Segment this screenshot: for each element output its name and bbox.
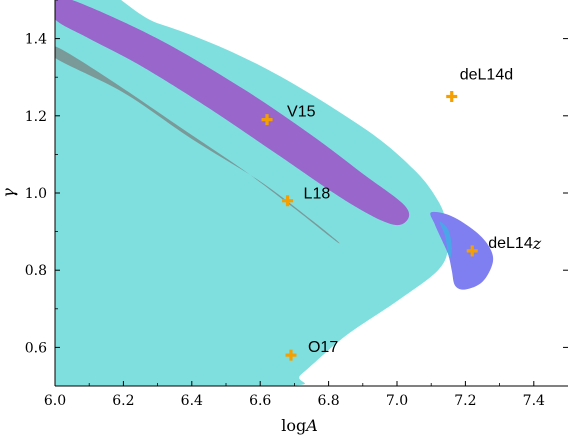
point-label-2: O17 <box>308 339 338 356</box>
y-tick-label: 1.2 <box>25 109 47 125</box>
marker-v15 <box>261 114 273 126</box>
region-overlap <box>439 221 452 259</box>
markers-layer <box>261 91 478 361</box>
x-tick-label: 7.0 <box>386 393 408 409</box>
marker-del14d <box>446 91 458 102</box>
y-tick-label: 1.0 <box>25 186 47 202</box>
x-tick-label: 7.4 <box>523 393 545 409</box>
marker-l18 <box>282 195 294 207</box>
x-axis-label: logA <box>281 416 318 435</box>
labels-layer: V15 L18 O17 deL14d deL14z <box>287 67 542 357</box>
x-tick-label: 6.6 <box>249 393 271 409</box>
point-label-4: deL14z <box>488 233 542 252</box>
y-tick-label: 0.8 <box>25 263 47 279</box>
regions-layer <box>55 0 494 386</box>
y-axis-label: γ <box>0 188 18 198</box>
y-tick-label: 1.4 <box>25 32 47 48</box>
marker-del14z <box>466 245 478 257</box>
marker-o17 <box>285 349 297 361</box>
region-gray <box>55 46 340 244</box>
x-tick-label: 7.2 <box>454 393 476 409</box>
region-cyan <box>55 0 449 386</box>
point-label-3: deL14d <box>460 67 513 84</box>
x-tick-label: 6.8 <box>317 393 339 409</box>
x-tick-label: 6.2 <box>112 393 134 409</box>
point-label-1: L18 <box>304 186 331 203</box>
x-tick-label: 6.4 <box>181 393 203 409</box>
point-label-0: V15 <box>287 104 316 121</box>
y-tick-label: 0.6 <box>25 340 47 356</box>
x-tick-label: 6.0 <box>44 393 66 409</box>
region-purple <box>55 0 410 226</box>
